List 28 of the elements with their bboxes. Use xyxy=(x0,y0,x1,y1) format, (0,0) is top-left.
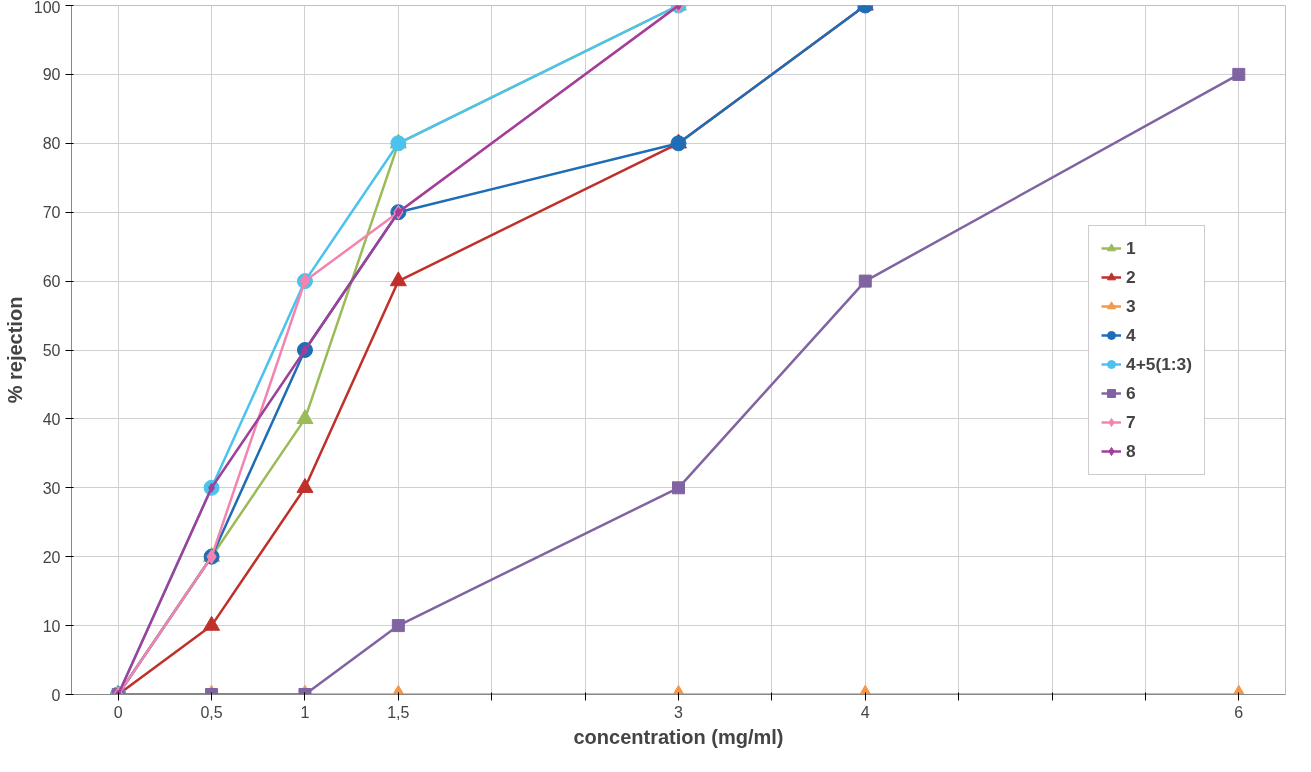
legend-label: 4+5(1:3) xyxy=(1126,353,1192,375)
x-tick-label: 6 xyxy=(1234,703,1244,721)
y-tick-label: 70 xyxy=(42,204,61,222)
y-tick-label: 0 xyxy=(51,686,61,704)
y-tick-label: 80 xyxy=(42,135,61,153)
x-axis-title: concentration (mg/ml) xyxy=(573,725,784,748)
y-tick-label: 20 xyxy=(42,548,61,566)
x-tick-label: 4 xyxy=(860,703,870,721)
legend-label: 3 xyxy=(1126,295,1137,317)
legend-label: 7 xyxy=(1126,411,1137,433)
y-axis-title: % rejection xyxy=(3,296,26,404)
y-tick-label: 60 xyxy=(42,273,61,291)
legend-label: 6 xyxy=(1126,382,1137,404)
x-tick-label: 0,5 xyxy=(200,703,223,721)
y-tick-label: 40 xyxy=(42,410,61,428)
x-tick-label: 0 xyxy=(113,703,123,721)
legend-label: 2 xyxy=(1126,266,1137,288)
y-tick-label: 100 xyxy=(33,0,61,16)
legend-label: 1 xyxy=(1126,237,1137,259)
y-tick-label: 90 xyxy=(42,66,61,84)
y-tick-label: 50 xyxy=(42,342,61,359)
y-tick-label: 10 xyxy=(42,617,61,635)
y-tick-label: 30 xyxy=(42,479,61,497)
x-tick-label: 1 xyxy=(300,703,310,721)
legend-label: 8 xyxy=(1126,440,1137,462)
x-tick-label: 3 xyxy=(674,703,684,721)
x-tick-label: 1,5 xyxy=(387,703,410,721)
legend-label: 4 xyxy=(1126,324,1137,346)
